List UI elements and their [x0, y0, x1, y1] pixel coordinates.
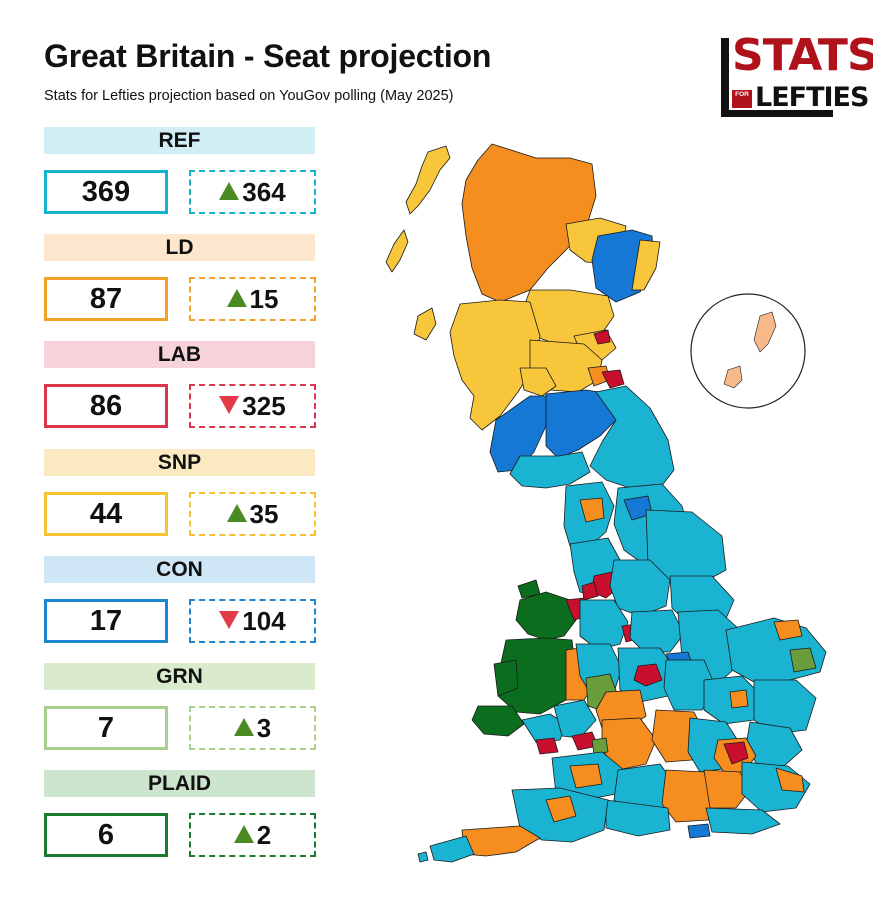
region-suffolk [753, 679, 817, 735]
party-name-lab: LAB [44, 341, 315, 369]
region-lake-district [579, 497, 605, 523]
region-shetland-south [723, 365, 743, 389]
region-hebrides-south [385, 229, 409, 273]
region-dumfries [509, 451, 591, 489]
region-hebrides-north [405, 145, 451, 215]
region-dorset [605, 799, 671, 837]
region-ayrshire [489, 395, 549, 473]
region-cheshire [579, 599, 629, 651]
region-somerset-ld [569, 763, 603, 789]
triangle-up-icon [233, 825, 254, 844]
region-north-wales [515, 591, 577, 641]
seat-count-snp: 44 [44, 491, 168, 536]
region-norwich [773, 619, 803, 641]
triangle-up-icon [219, 182, 240, 200]
triangle-up-icon [233, 718, 254, 736]
region-scilly [417, 851, 429, 863]
stats-for-lefties-logo: STATS FOR LEFTIES [721, 34, 873, 118]
region-ceredigion [493, 659, 519, 697]
region-south-yorkshire [629, 609, 685, 653]
region-north-norfolk [789, 647, 817, 673]
region-bristol [591, 737, 609, 755]
party-name-grn: GRN [44, 663, 315, 690]
party-name-ref: REF [44, 127, 315, 154]
logo-bar-horizontal [721, 110, 833, 117]
seat-change-ref: 364 [189, 170, 316, 214]
region-kent-coast [775, 767, 805, 793]
seat-change-con: 104 [189, 598, 316, 643]
seat-count-ld: 87 [44, 277, 168, 322]
page-subtitle: Stats for Lefties projection based on Yo… [44, 88, 454, 104]
region-pembrokeshire [471, 705, 525, 737]
region-anglesey-coast [517, 579, 541, 599]
triangle-down-icon [219, 610, 240, 629]
region-valleys [553, 699, 597, 739]
seat-change-value-plaid: 2 [256, 820, 272, 851]
region-sussex [705, 807, 781, 835]
party-name-con: CON [44, 555, 315, 583]
seat-change-value-ld: 15 [249, 284, 279, 315]
seat-change-value-lab: 325 [242, 391, 286, 422]
region-borders [545, 389, 619, 459]
region-newport [535, 737, 559, 755]
shetland-inset-circle [690, 293, 806, 409]
region-cambridge [729, 689, 749, 709]
logo-lefties-text: LEFTIES [755, 82, 869, 113]
seat-change-value-con: 104 [242, 605, 286, 636]
logo-bar-vertical [721, 38, 729, 116]
seat-change-value-grn: 3 [256, 713, 272, 743]
region-cornwall-west [429, 835, 475, 863]
region-liverpool [581, 581, 599, 601]
region-london-core [723, 741, 749, 765]
seat-count-con: 17 [44, 598, 168, 643]
region-isle-of-wight [687, 823, 711, 839]
triangle-up-icon [226, 503, 247, 522]
region-exeter [545, 795, 577, 823]
seat-count-ref: 369 [44, 170, 168, 214]
region-northumberland [589, 385, 675, 489]
region-aberdeen-coast [631, 239, 661, 291]
seat-change-plaid: 2 [189, 813, 316, 858]
seat-count-plaid: 6 [44, 813, 168, 858]
triangle-down-icon [219, 396, 240, 415]
seat-change-lab: 325 [189, 384, 316, 429]
seat-count-lab: 86 [44, 384, 168, 429]
region-birmingham [633, 663, 663, 687]
logo-for-text: FOR [732, 90, 752, 108]
region-glasgow [519, 367, 557, 397]
seat-change-grn: 3 [189, 706, 316, 750]
seat-change-snp: 35 [189, 491, 316, 536]
seat-change-value-ref: 364 [242, 177, 286, 207]
seat-change-ld: 15 [189, 277, 316, 322]
region-islay [413, 307, 437, 341]
seat-projection-map [385, 143, 827, 863]
region-east-midlands [663, 659, 717, 711]
region-surrey [703, 769, 751, 809]
region-shetland [753, 311, 777, 353]
region-east-lothian [601, 369, 625, 389]
party-name-ld: LD [44, 234, 315, 262]
triangle-up-icon [226, 289, 247, 308]
region-dundee [593, 329, 611, 345]
logo-stats-text: STATS [732, 30, 873, 81]
party-name-plaid: PLAID [44, 770, 315, 798]
party-name-snp: SNP [44, 448, 315, 476]
region-argyll [449, 299, 541, 431]
seat-change-value-snp: 35 [249, 498, 279, 529]
page-title: Great Britain - Seat projection [44, 38, 492, 74]
seat-count-grn: 7 [44, 706, 168, 750]
